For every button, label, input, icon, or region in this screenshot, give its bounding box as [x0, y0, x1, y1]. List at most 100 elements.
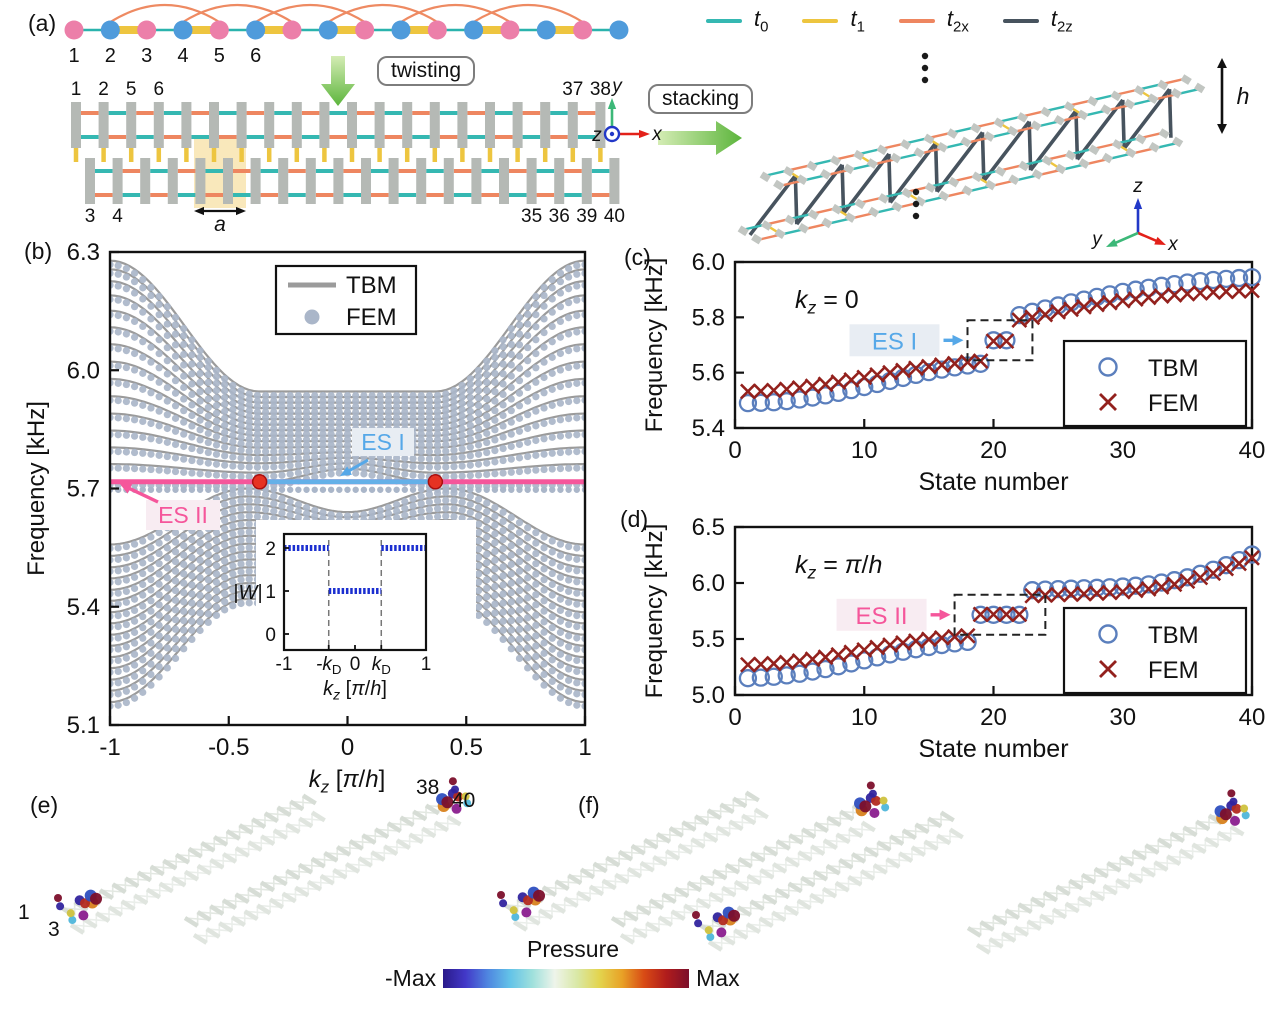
- stacked-lattice-3d: h: [737, 52, 1249, 245]
- line-shape: [982, 120, 1031, 183]
- fem-dot: [212, 528, 221, 537]
- es-dashed-box: [966, 319, 1034, 362]
- fem-dot: [229, 538, 237, 546]
- fem-dot: [368, 402, 376, 411]
- line-shape: [876, 840, 892, 852]
- line-shape: [1166, 287, 1183, 303]
- fem-dot: [548, 401, 556, 409]
- line-shape: [970, 122, 982, 134]
- polygon-shape: [236, 206, 246, 216]
- fem-dot: [180, 468, 188, 476]
- line-shape: [1231, 555, 1247, 572]
- fem-dot: [229, 498, 237, 506]
- fem-dot: [368, 471, 376, 479]
- fem-dot: [425, 447, 433, 456]
- fem-dot: [573, 414, 581, 422]
- pressure-blob: [441, 796, 454, 809]
- fem-dot: [499, 390, 507, 398]
- fem-dot: [262, 436, 270, 444]
- line-shape: [319, 873, 335, 886]
- fem-dot: [114, 328, 122, 336]
- fem-dot: [425, 430, 433, 438]
- line-shape: [790, 172, 800, 179]
- fem-dot: [278, 471, 286, 479]
- line-shape: [765, 382, 782, 399]
- fem-dot: [229, 472, 237, 480]
- fem-dot: [163, 397, 171, 405]
- fem-dot: [147, 465, 155, 474]
- fem-dot: [253, 441, 262, 449]
- fem-dot: [507, 513, 515, 522]
- fem-dot: [368, 414, 376, 422]
- fem-dot: [294, 469, 302, 477]
- line-shape: [998, 606, 1015, 623]
- text-shape: 5.8: [692, 304, 725, 331]
- fem-dot: [515, 414, 524, 422]
- fem-dot: [221, 461, 229, 469]
- tbm-marker: [816, 386, 835, 405]
- fem-dot: [262, 430, 270, 438]
- text-shape: 5: [214, 45, 225, 67]
- fem-dot: [393, 402, 401, 411]
- fem-dot: [433, 436, 442, 444]
- line-shape: [1169, 831, 1185, 844]
- fem-dot: [130, 584, 139, 593]
- tbm-marker: [984, 331, 1003, 350]
- line-shape: [98, 888, 114, 900]
- fem-dot: [426, 486, 433, 493]
- tspan-shape: k: [323, 678, 334, 700]
- fem-dot: [147, 328, 155, 337]
- line-shape: [759, 171, 771, 183]
- fem-dot: [171, 341, 180, 349]
- fem-dot: [327, 464, 335, 472]
- line-shape: [120, 899, 136, 912]
- line-shape: [1063, 101, 1075, 112]
- fem-dot: [237, 552, 245, 560]
- fem-dot: [450, 433, 458, 442]
- fem-dot: [237, 463, 245, 471]
- line-shape: [399, 815, 415, 828]
- fem-dot: [155, 611, 163, 619]
- fem-dot: [327, 402, 335, 411]
- pressure-blob: [56, 902, 65, 911]
- text-shape: 35: [521, 206, 542, 227]
- fem-dot: [466, 428, 474, 436]
- fem-dot: [483, 470, 491, 479]
- line-shape: [1167, 89, 1173, 138]
- line-shape: [289, 799, 305, 812]
- fem-dot: [548, 624, 556, 632]
- text-shape: ES I: [872, 328, 917, 355]
- fem-dot: [548, 417, 556, 426]
- line-shape: [1144, 843, 1160, 855]
- fem-dot: [188, 370, 196, 378]
- fem-dot: [180, 324, 188, 333]
- ladder-slat: [512, 102, 523, 148]
- fem-dot: [458, 472, 466, 480]
- line-shape: [1101, 584, 1118, 601]
- line-shape: [901, 828, 917, 841]
- fem-dot: [245, 520, 253, 528]
- fem-dot: [139, 284, 147, 292]
- fem-dot: [491, 600, 499, 608]
- fem-dot: [171, 440, 180, 449]
- fem-dot: [401, 497, 409, 506]
- fem-dot: [147, 343, 155, 351]
- ladder-slat: [388, 158, 399, 204]
- fem-dot: [212, 394, 221, 402]
- fem-dot: [253, 391, 262, 400]
- polygon-shape: [1154, 236, 1166, 245]
- fem-dot: [286, 391, 294, 400]
- fem-dot: [245, 424, 253, 432]
- fem-dot: [515, 454, 524, 462]
- fem-dot: [491, 347, 499, 355]
- fem-dot: [302, 397, 311, 405]
- fem-dot: [139, 433, 147, 441]
- line-shape: [158, 881, 174, 894]
- fem-dot: [376, 419, 384, 427]
- fem-dot: [171, 364, 180, 372]
- fem-dot: [540, 315, 548, 323]
- line-shape: [866, 158, 878, 169]
- polygon-shape: [607, 98, 617, 109]
